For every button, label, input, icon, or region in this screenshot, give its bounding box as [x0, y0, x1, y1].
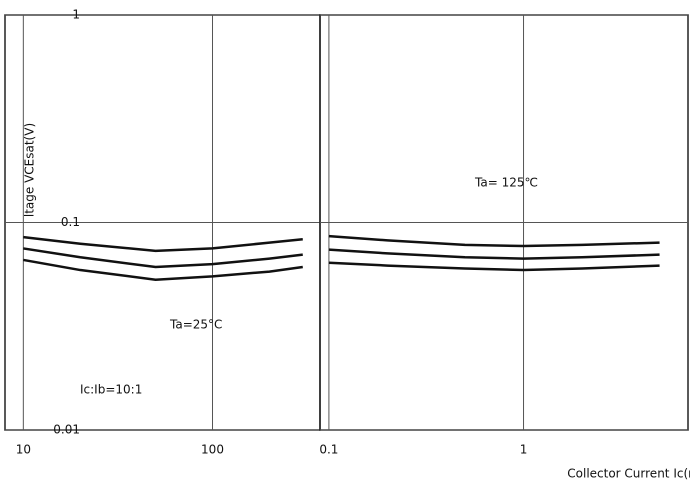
x-tick-label: 10	[16, 443, 31, 457]
y-tick-label: 1	[72, 8, 80, 22]
y-tick-label: 0.01	[53, 423, 80, 437]
x-axis-label: Collector Current Ic(mA)	[567, 467, 690, 481]
series-line	[23, 247, 303, 269]
x-tick-label: 0.1	[319, 443, 338, 457]
y-axis-label: ltage VCEsat(V)	[23, 123, 37, 217]
annotation: Ic:Ib=10:1	[80, 383, 142, 397]
series-line	[328, 234, 660, 248]
annotation: Ta= 125℃	[474, 176, 538, 190]
series-line	[23, 235, 303, 253]
series-line	[328, 261, 660, 272]
series-line	[23, 258, 303, 281]
y-tick-label: 0.1	[61, 215, 80, 229]
x-tick-label: 1	[520, 443, 528, 457]
x-tick-label: 100	[201, 443, 224, 457]
annotation: Ta=25°C	[169, 318, 222, 332]
series-line	[328, 248, 660, 260]
